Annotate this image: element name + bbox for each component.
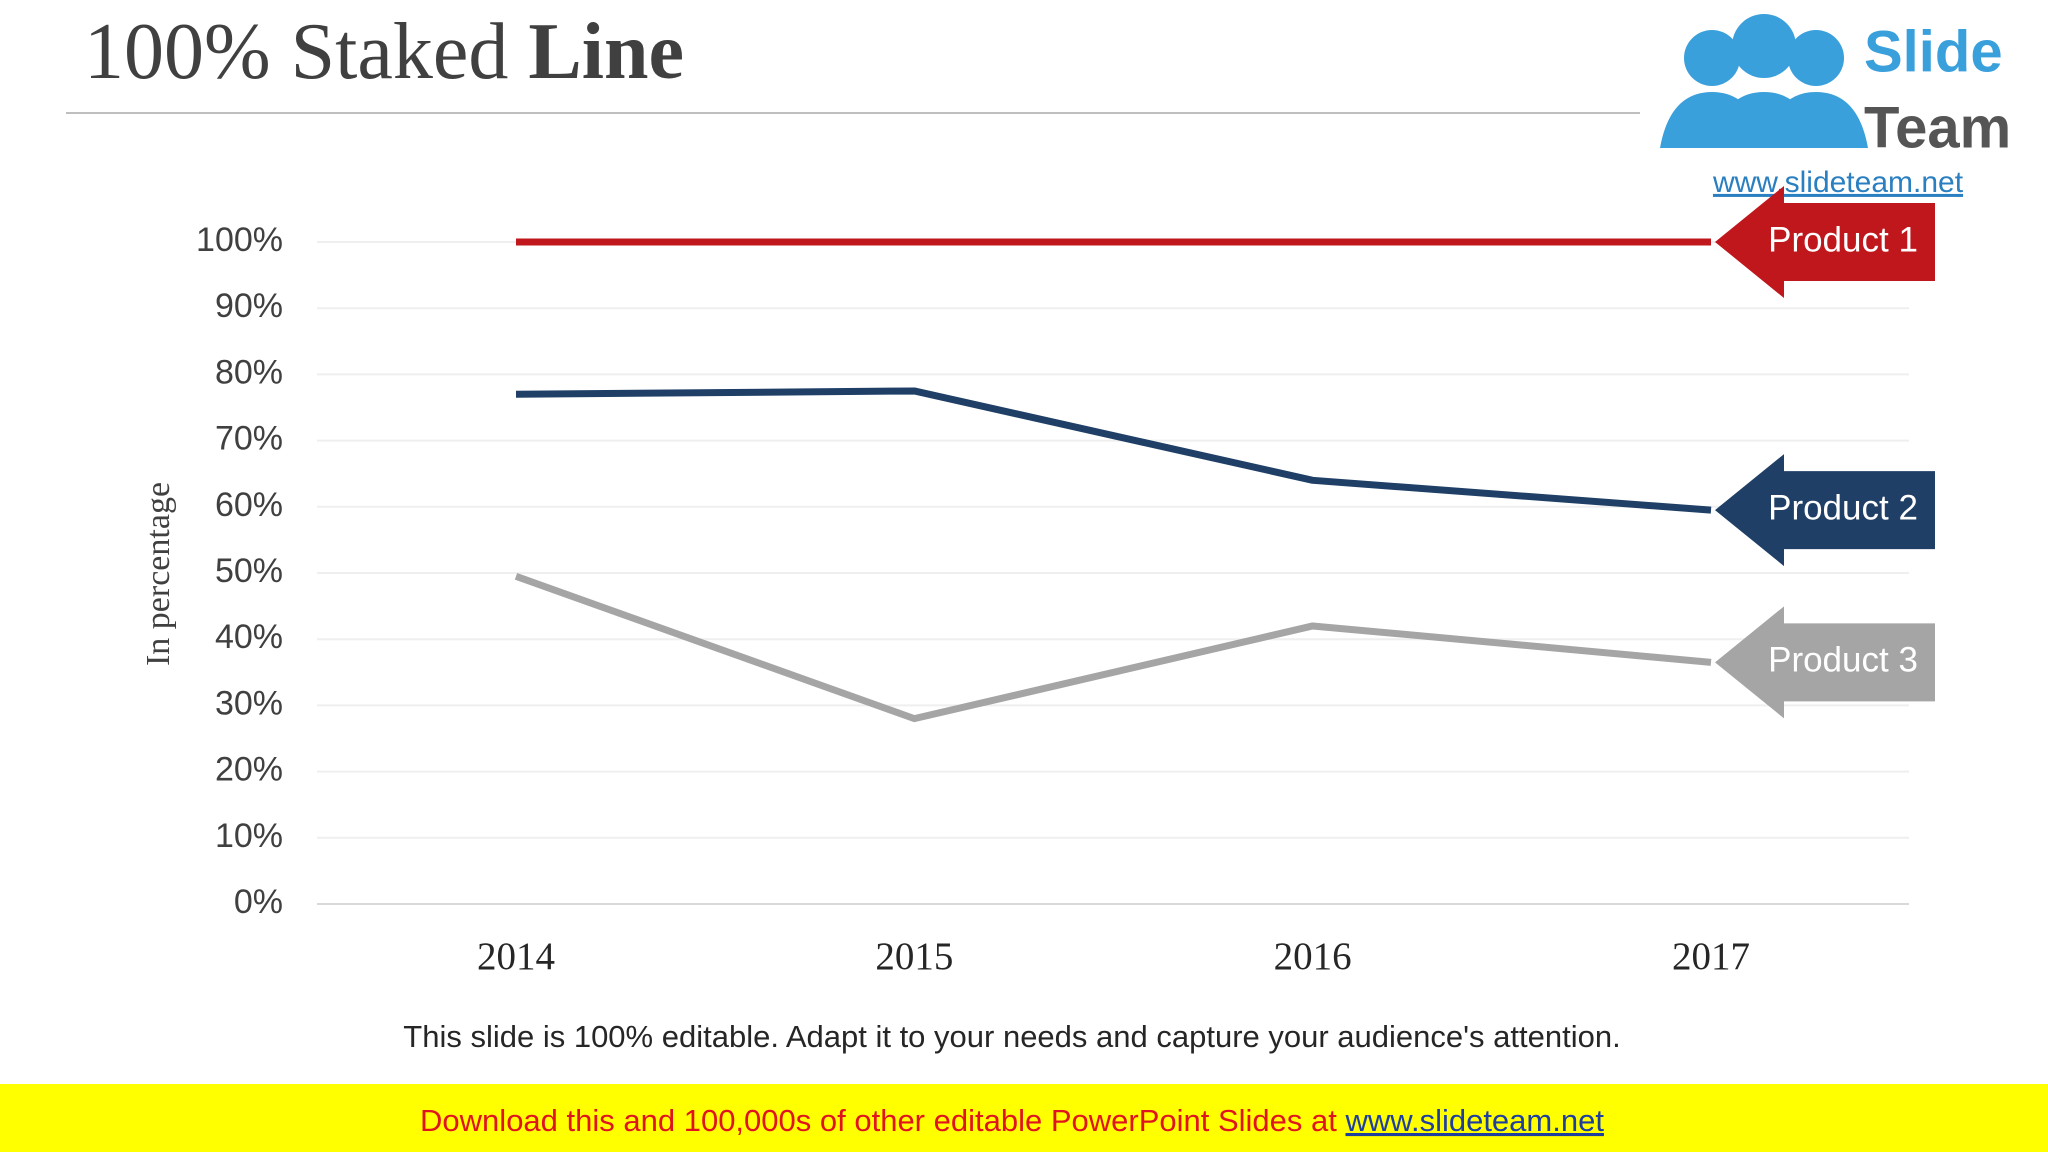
plot-area: 0% 10% 20% 30% 40% 50% 60% 70% 80% 90% 100% 2014 201… <box>196 186 1935 978</box>
x-tick-label: 2016 <box>1274 935 1352 978</box>
y-axis-label: In percentage <box>140 482 177 666</box>
legend-label: Product 3 <box>1768 641 1918 680</box>
logo-url[interactable]: www.slideteam.net <box>1712 166 1964 199</box>
y-tick-label: 80% <box>215 353 283 391</box>
banner-bg <box>0 1084 2048 1152</box>
y-tick-label: 30% <box>215 684 283 722</box>
logo-head <box>1788 30 1844 86</box>
logo-bodies <box>1660 92 1868 148</box>
y-tick-label: 70% <box>215 420 283 458</box>
series-label-arrow <box>1715 606 1935 719</box>
logo: Slide Team www.slideteam.net <box>1640 0 2038 199</box>
legend-label: Product 1 <box>1768 220 1918 259</box>
y-tick-label: 50% <box>215 552 283 590</box>
y-tick-label: 0% <box>234 883 283 921</box>
banner-link[interactable]: www.slideteam.net <box>1345 1103 1605 1138</box>
logo-head <box>1732 14 1796 78</box>
series-line <box>515 387 1712 514</box>
banner-text: Download this and 100,000s of other edit… <box>420 1103 1337 1138</box>
series-line <box>514 573 1712 723</box>
title-bold: Line <box>528 8 684 96</box>
logo-line2: Team <box>1864 95 2011 160</box>
logo-head <box>1684 30 1740 86</box>
x-tick-label: 2017 <box>1672 935 1750 978</box>
title-regular: 100% Staked <box>84 8 508 96</box>
chart-title: 100% Staked Line <box>84 8 684 96</box>
y-tick-label: 60% <box>215 486 283 524</box>
banner: Download this and 100,000s of other edit… <box>420 1103 1604 1138</box>
y-tick-label: 40% <box>215 618 283 656</box>
y-tick-label: 90% <box>215 287 283 325</box>
x-tick-label: 2015 <box>875 935 953 978</box>
chart-note: This slide is 100% editable. Adapt it to… <box>403 1019 1620 1054</box>
series-label-arrow <box>1715 186 1935 298</box>
x-tick-label: 2014 <box>477 935 555 978</box>
y-tick-label: 100% <box>196 221 283 259</box>
logo-line1: Slide <box>1864 19 2003 84</box>
y-tick-label: 20% <box>215 751 283 789</box>
y-tick-label: 10% <box>215 817 283 855</box>
series-label-arrow <box>1715 454 1935 567</box>
legend-label: Product 2 <box>1768 488 1918 527</box>
